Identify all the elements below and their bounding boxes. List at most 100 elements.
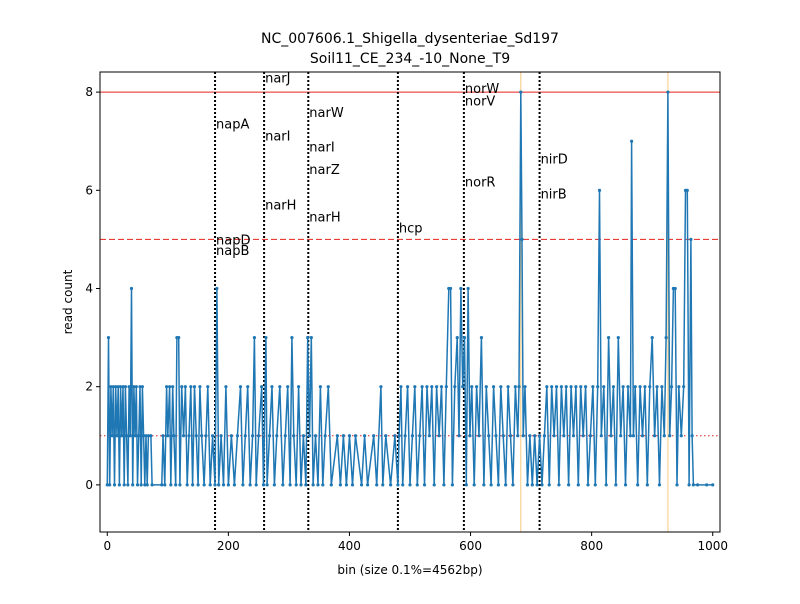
data-point	[206, 385, 210, 389]
data-point	[583, 385, 588, 389]
data-point	[329, 483, 333, 487]
data-point	[482, 483, 486, 487]
data-point	[602, 385, 606, 389]
data-point	[213, 483, 217, 487]
data-point	[362, 434, 367, 438]
data-point	[165, 385, 169, 389]
y-tick-label: 2	[85, 380, 93, 394]
data-point	[316, 483, 320, 487]
data-point	[189, 385, 193, 389]
data-point	[131, 483, 135, 487]
data-point	[134, 385, 138, 389]
data-point	[241, 483, 245, 487]
data-point	[401, 483, 405, 487]
data-point	[294, 483, 298, 487]
data-point	[508, 434, 513, 438]
data-point	[224, 385, 228, 389]
data-point	[517, 385, 521, 389]
data-point	[219, 434, 223, 438]
data-point	[120, 434, 124, 438]
data-point	[217, 483, 221, 487]
data-point	[439, 385, 444, 389]
data-point	[628, 434, 632, 438]
data-point	[221, 483, 226, 487]
data-point	[648, 385, 652, 389]
data-point	[359, 483, 364, 487]
data-point	[318, 385, 322, 389]
data-point	[636, 483, 640, 487]
data-point	[571, 434, 576, 438]
data-point	[399, 385, 403, 389]
data-point	[655, 385, 659, 389]
data-point	[202, 483, 206, 487]
gene-label: norW	[465, 82, 500, 97]
data-point	[535, 483, 539, 487]
data-point	[533, 434, 537, 438]
data-point	[621, 385, 625, 389]
data-point	[547, 483, 551, 487]
data-point	[178, 483, 182, 487]
data-point	[616, 335, 620, 340]
data-point	[711, 483, 715, 487]
data-point	[506, 385, 510, 389]
data-point	[444, 385, 448, 389]
data-point	[181, 434, 186, 438]
data-point	[145, 483, 149, 487]
data-point	[705, 483, 709, 487]
data-point	[137, 434, 141, 438]
gene-label: napA	[216, 118, 249, 133]
data-point	[574, 385, 578, 389]
data-point	[432, 483, 436, 487]
data-point	[257, 434, 261, 438]
chart-subtitle: Soil11_CE_234_-10_None_T9	[310, 51, 510, 67]
data-point	[687, 483, 691, 487]
data-point	[375, 483, 379, 487]
data-point	[344, 483, 349, 487]
data-point	[243, 434, 247, 438]
gene-label: narH	[265, 199, 296, 214]
chart-title: NC_007606.1_Shigella_dysenteriae_Sd197	[261, 31, 559, 47]
x-tick-label: 0	[103, 539, 111, 553]
data-point	[511, 483, 515, 487]
data-point	[479, 335, 484, 340]
y-tick-label: 8	[85, 85, 93, 99]
data-point	[187, 434, 191, 438]
data-point	[403, 434, 407, 438]
data-point	[640, 434, 645, 438]
data-point	[270, 385, 274, 389]
data-point	[106, 335, 111, 340]
gene-label: narI	[309, 141, 334, 156]
data-point	[405, 385, 410, 389]
data-point	[166, 434, 170, 438]
data-point	[393, 434, 397, 438]
data-point	[653, 434, 657, 438]
data-point	[307, 434, 312, 438]
data-point	[226, 483, 230, 487]
data-point	[290, 335, 294, 340]
y-tick-label: 4	[85, 281, 93, 295]
data-point	[666, 90, 670, 94]
data-point	[321, 483, 325, 487]
data-point	[461, 385, 465, 389]
data-point	[418, 434, 422, 438]
data-point	[523, 385, 527, 389]
data-point	[484, 385, 488, 389]
data-point	[588, 434, 593, 438]
data-point	[593, 483, 597, 487]
data-point	[140, 385, 144, 389]
data-point	[180, 385, 184, 389]
data-point	[581, 434, 585, 438]
data-point	[283, 434, 287, 438]
data-point	[408, 483, 412, 487]
data-point	[192, 385, 197, 389]
data-point	[174, 483, 178, 487]
data-point	[501, 434, 505, 438]
y-axis-label: read count	[61, 269, 75, 334]
data-point	[139, 483, 143, 487]
data-point	[118, 385, 123, 389]
data-point	[664, 335, 668, 340]
data-point	[254, 483, 258, 487]
gene-label: narZ	[309, 163, 340, 178]
data-point	[381, 483, 385, 487]
